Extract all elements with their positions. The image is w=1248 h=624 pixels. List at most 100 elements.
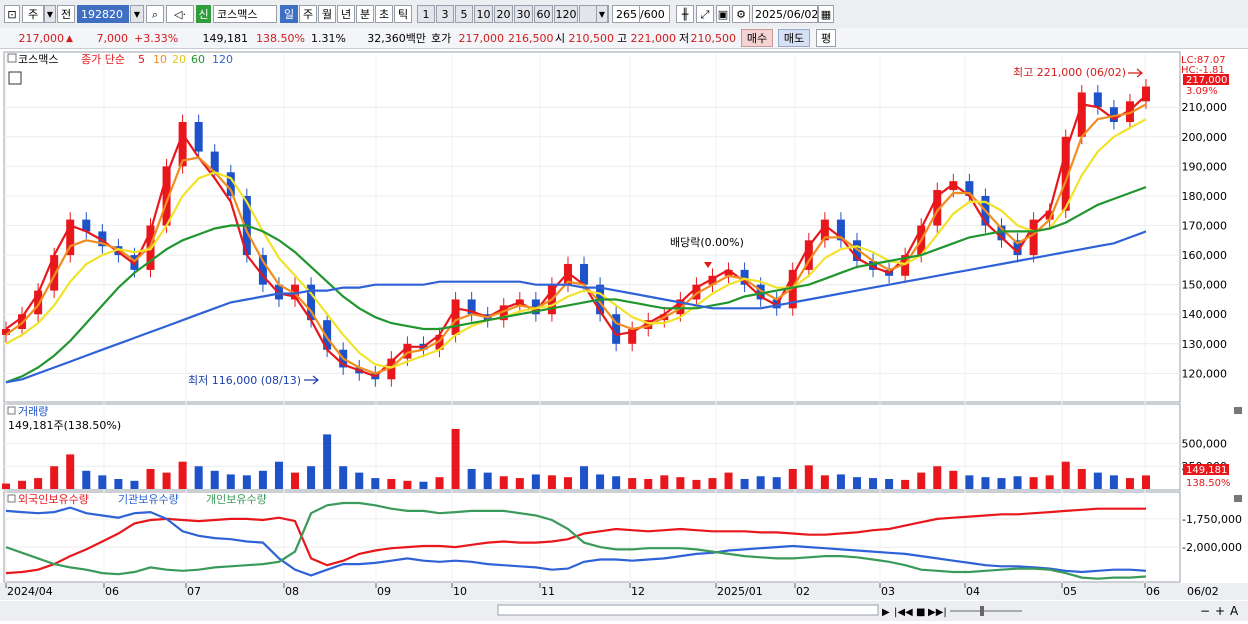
holding-close-icon[interactable] [1234,495,1242,502]
volume-bar [901,479,910,489]
tab-day[interactable]: 일 [280,5,298,23]
sell-button[interactable]: 매도 [778,29,810,47]
volume-bar [178,461,187,489]
volume-bar [708,478,717,489]
zoom-slider-handle[interactable] [980,606,984,616]
interval-dropdown-icon[interactable]: ▼ [596,5,608,23]
volume-bar [869,478,878,489]
panel-menu-icon[interactable] [7,53,17,63]
volume-bar [66,454,75,489]
stock-name: 코스맥스 [213,5,277,23]
volume-close-icon[interactable] [1234,407,1242,414]
new-badge: 신 [196,5,211,23]
tab-second[interactable]: 초 [375,5,393,23]
trade-amount: 32,360백만 [367,32,426,45]
auto-scale-icon[interactable]: A [1230,604,1239,618]
x-tick-label: 04 [966,585,980,598]
candle-body [210,151,219,173]
count-input[interactable]: 265 [612,5,640,23]
interval-60[interactable]: 60 [534,5,553,23]
volume-bar [210,470,219,489]
zoom-in-icon[interactable]: + [1215,604,1225,618]
volume-bar [483,472,492,489]
x-tick-label: 2024/04 [7,585,53,598]
volume-bar [82,470,91,489]
tab-week[interactable]: 주 [299,5,317,23]
chevron-down-icon[interactable]: ▼ [44,5,56,23]
volume-bar [981,477,990,489]
x-tick-label: 02 [796,585,810,598]
gear-icon[interactable]: ⚙ [732,5,750,23]
x-tick-label: 08 [285,585,299,598]
interval-30[interactable]: 30 [514,5,533,23]
volume-value: 149,181 [202,32,249,45]
candle-body [692,284,701,300]
high-price: 221,000 [630,32,677,45]
candle-icon[interactable]: ╫ [676,5,694,23]
volume-bar [788,468,797,489]
stock-code-input[interactable]: 192820 [77,5,129,23]
holding-panel[interactable] [3,491,1181,583]
buy-button[interactable]: 매수 [741,29,773,47]
volume-menu-icon[interactable] [7,406,16,415]
dividend-marker-icon [704,262,712,268]
tab-month[interactable]: 월 [318,5,336,23]
tab-year[interactable]: 년 [337,5,355,23]
interval-5[interactable]: 5 [455,5,473,23]
speaker-icon[interactable]: ◁· [166,5,194,23]
save-icon[interactable]: ▣ [716,5,730,23]
min-label: 최저 116,000 (08/13) [188,374,301,387]
scroll-last-icon[interactable]: ▶▶| [928,607,947,618]
chart-area: 120,000 130,000 140,000 150,000 160,000 170,0… [0,48,1248,621]
candle-body [933,190,942,226]
calendar-icon[interactable]: ▦ [818,5,834,23]
volume-bar [387,478,396,489]
volume-bar [451,428,460,489]
ma-60-label: 60 [191,53,205,66]
price-change-pct: +3.33% [134,32,179,45]
volume-bar [756,476,765,489]
scroll-first-icon[interactable]: |◀◀ [894,607,913,618]
interval-3[interactable]: 3 [436,5,454,23]
volume-bar [355,472,364,489]
interval-1[interactable]: 1 [417,5,435,23]
type-select[interactable]: 주 [22,5,44,23]
scroll-left-icon[interactable]: ▶ [882,607,890,618]
chart-type-icon[interactable]: ⊡ [4,5,20,23]
date-input[interactable]: 2025/06/02 [752,5,818,23]
holding-menu-icon[interactable] [7,494,16,503]
search-icon[interactable]: ⌕ [146,5,164,23]
x-tick-label: 09 [377,585,391,598]
volume-bar [660,475,669,489]
volume-bar [933,466,942,489]
chart-svg[interactable]: 120,000 130,000 140,000 150,000 160,000 170,0… [0,48,1248,621]
volume-bar [612,476,621,489]
candle-body [50,255,59,291]
holding-lines [5,501,1147,580]
stop-icon[interactable]: ■ [916,607,925,618]
candle-body [1061,136,1070,211]
scroll-thumb[interactable] [497,604,879,616]
code-dropdown-icon[interactable]: ▼ [130,5,144,23]
tab-tick[interactable]: 틱 [394,5,412,23]
interval-120[interactable]: 120 [554,5,578,23]
ask-price: 217,000 [458,32,505,45]
crosshair-icon[interactable]: ⤢ [696,5,714,23]
candle-body [901,255,910,276]
volume-ratio: 138.50% [256,32,305,45]
volume-bar [1013,476,1022,489]
eval-button[interactable]: 평 [816,29,836,47]
interval-10[interactable]: 10 [474,5,493,23]
tab-minute[interactable]: 분 [356,5,374,23]
volume-bar [949,470,958,489]
candle-body [34,290,43,315]
x-tick-label: 06 [105,585,119,598]
interval-20[interactable]: 20 [494,5,513,23]
zoom-out-icon[interactable]: − [1200,604,1210,618]
prev-button[interactable]: 전 [57,5,75,23]
candle-body [740,269,749,285]
candle-body [307,284,316,321]
grid-toggle-icon[interactable] [8,71,22,85]
dividend-label: 배당락(0.00%) [670,236,744,249]
current-price-tag [1183,74,1229,85]
